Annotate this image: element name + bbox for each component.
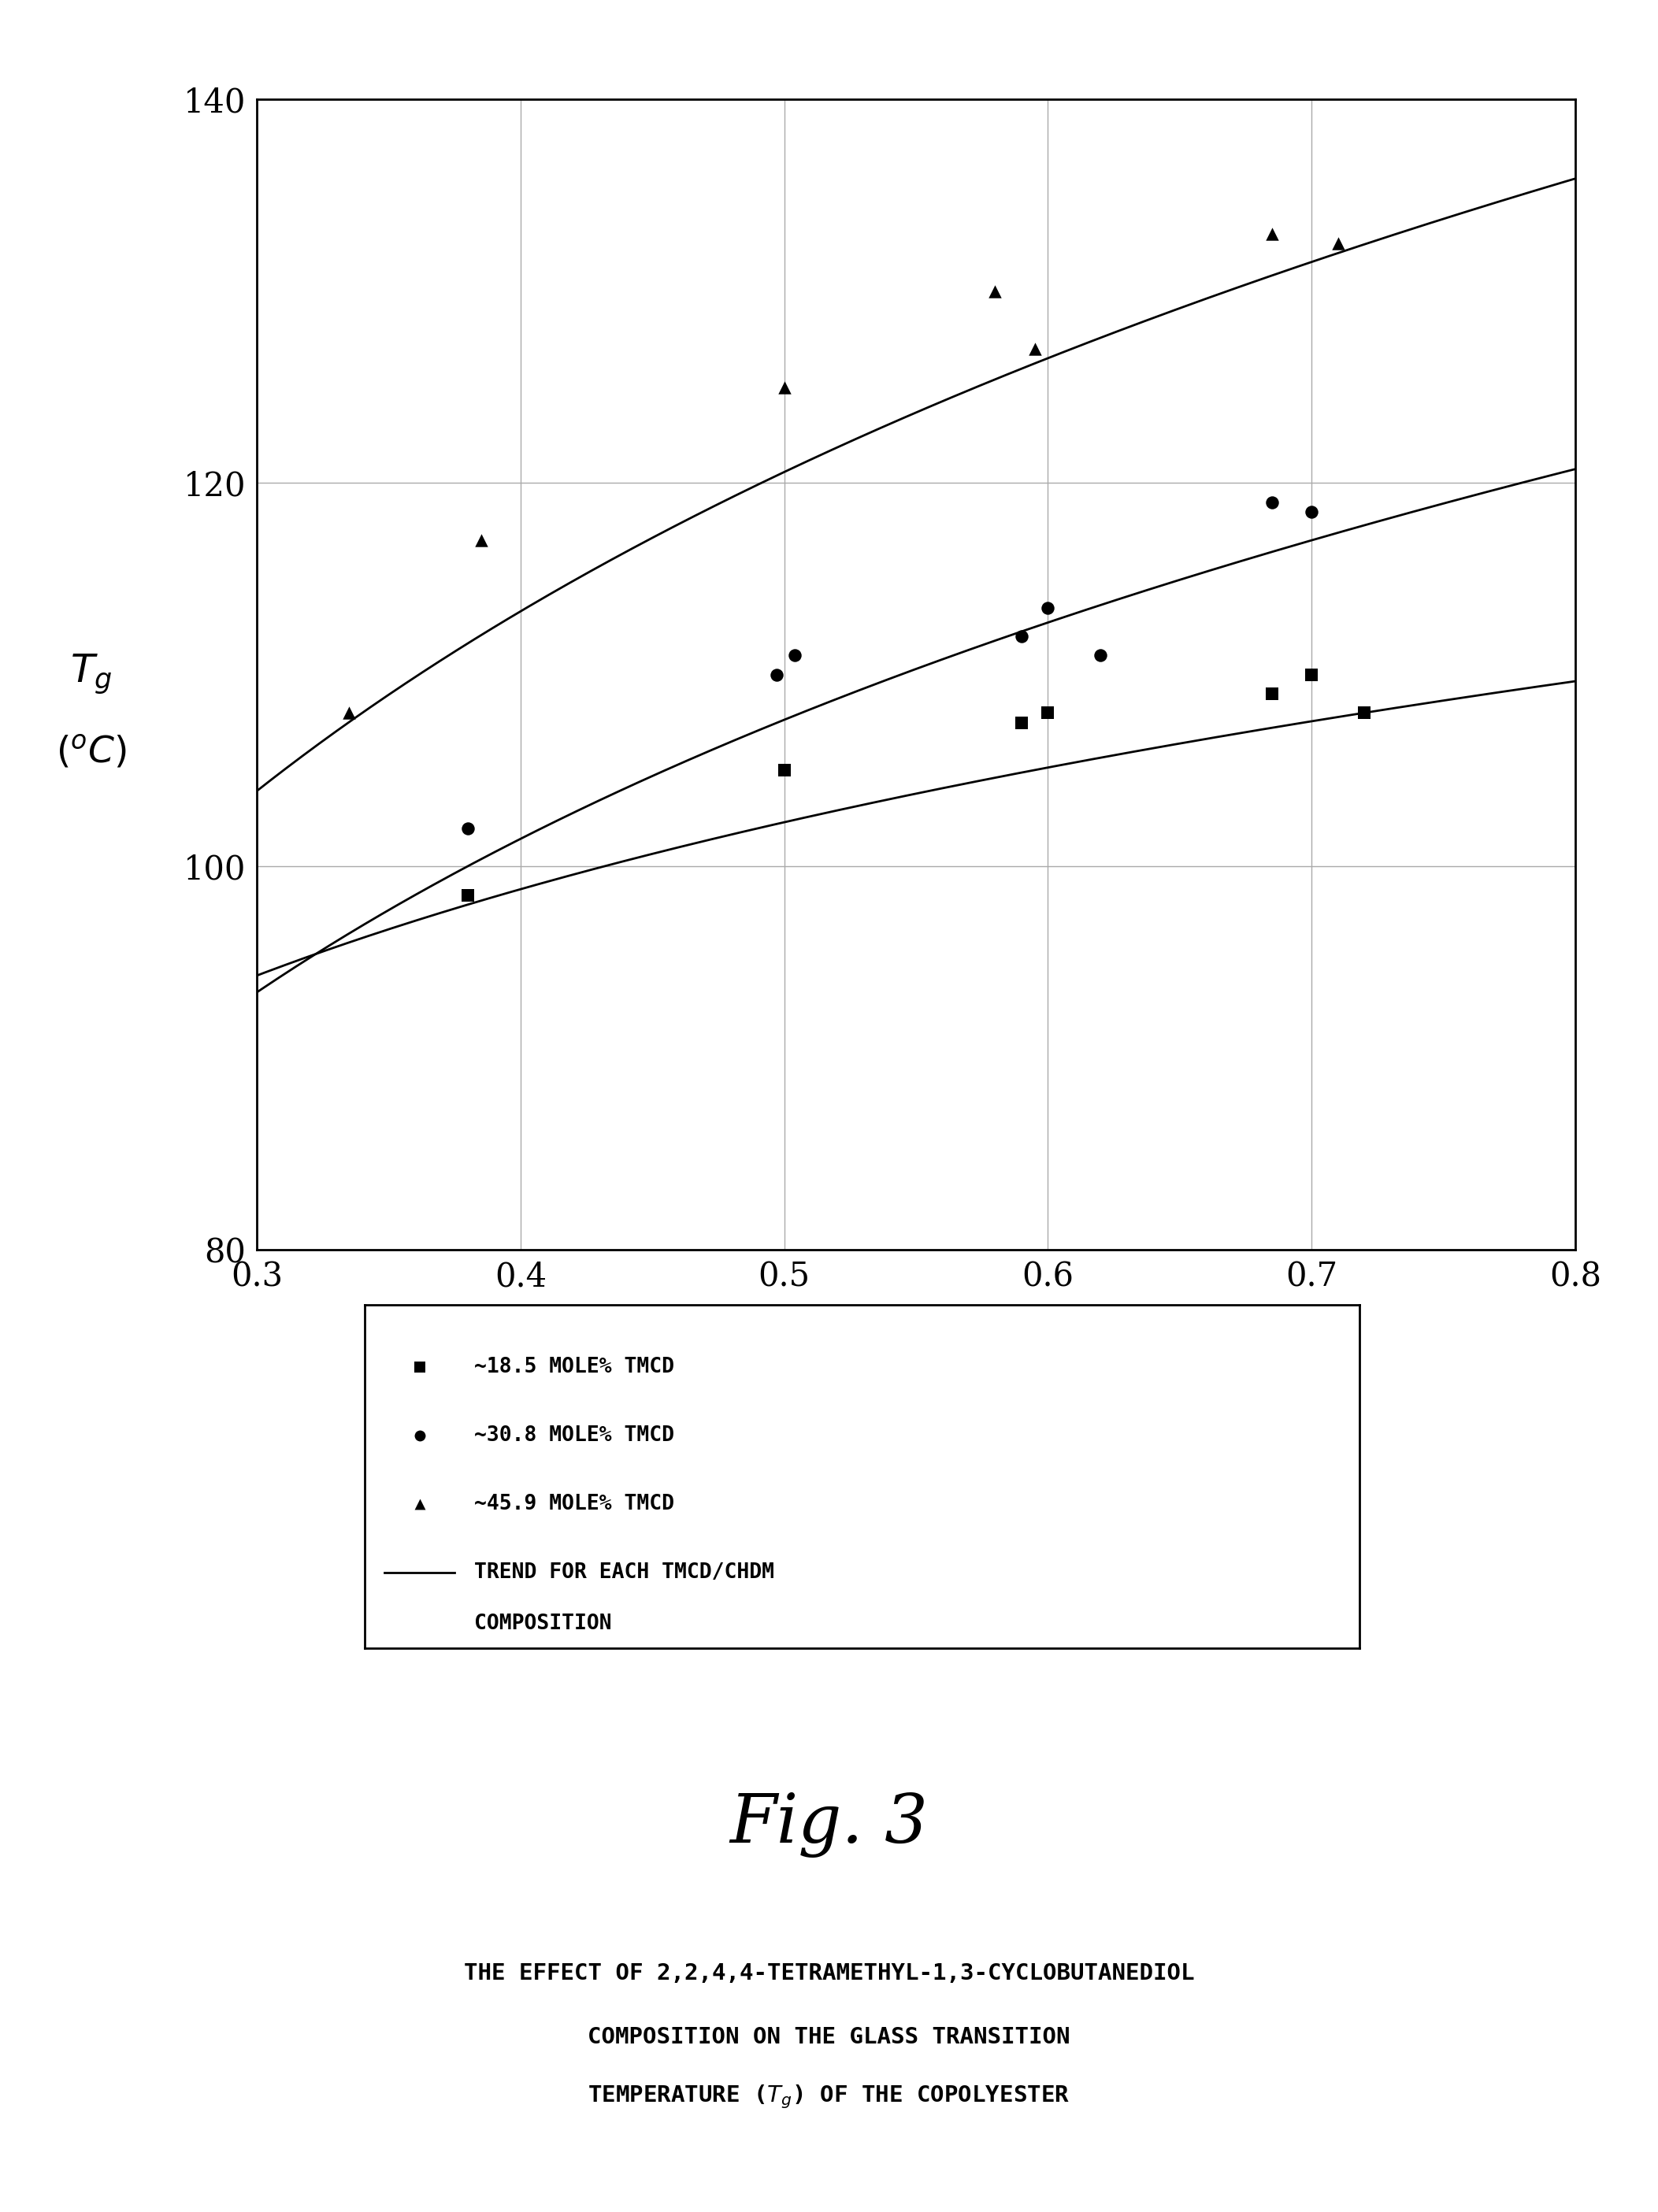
Point [468,522,494,557]
Text: TEMPERATURE ($T_g$) OF THE COPOLYESTER: TEMPERATURE ($T_g$) OF THE COPOLYESTER [589,2084,1069,2110]
Point [454,810,481,845]
Text: ~18.5 MOLE% TMCD: ~18.5 MOLE% TMCD [474,1356,675,1378]
Point [406,1486,433,1522]
Point [1298,493,1325,529]
Text: Fig. 3: Fig. 3 [730,1792,928,1858]
X-axis label: IV  (dl/g): IV (dl/g) [827,1312,1005,1352]
Point [771,369,797,405]
Text: TREND FOR EACH TMCD/CHDM: TREND FOR EACH TMCD/CHDM [474,1562,774,1584]
Text: COMPOSITION: COMPOSITION [474,1615,612,1635]
Point [1258,484,1285,520]
Text: ~45.9 MOLE% TMCD: ~45.9 MOLE% TMCD [474,1493,675,1515]
Point [1008,619,1035,655]
Point [1021,332,1048,367]
Point [454,878,481,914]
Text: ~30.8 MOLE% TMCD: ~30.8 MOLE% TMCD [474,1425,675,1447]
Point [1298,657,1325,692]
Text: THE EFFECT OF 2,2,4,4-TETRAMETHYL-1,3-CYCLOBUTANEDIOL: THE EFFECT OF 2,2,4,4-TETRAMETHYL-1,3-CY… [464,1962,1194,1984]
Point [763,657,789,692]
Point [406,1349,433,1385]
Point [1008,706,1035,741]
Text: $(^oC)$: $(^oC)$ [56,734,126,770]
Point [1088,637,1114,672]
Point [771,752,797,787]
Point [781,637,807,672]
Point [1035,591,1061,626]
Point [1258,217,1285,252]
Point [1351,695,1378,730]
Point [406,1418,433,1453]
Point [982,274,1008,310]
Point [1035,695,1061,730]
Point [1325,226,1351,261]
Point [1258,677,1285,712]
Text: COMPOSITION ON THE GLASS TRANSITION: COMPOSITION ON THE GLASS TRANSITION [589,2026,1069,2048]
Point [337,695,363,730]
Text: $T_g$: $T_g$ [70,653,113,697]
